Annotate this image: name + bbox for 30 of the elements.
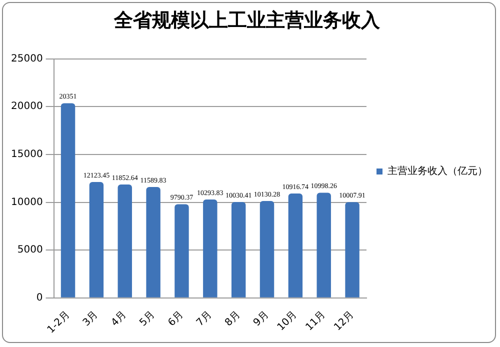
x-tick-label: 3月 [81,309,100,329]
x-tick-label: 8月 [223,309,243,329]
x-tick-label: 12月 [332,309,356,334]
legend-label: 主营业务收入（亿元） [388,165,488,178]
bar [89,182,104,298]
y-tick-label: 25000 [11,53,43,64]
x-tick-label: 1-2月 [46,309,72,336]
bar [231,202,246,298]
x-tick-label: 9月 [252,309,271,329]
x-tick-label: 6月 [166,309,186,329]
bar [288,193,303,298]
x-tick-label: 11月 [304,309,328,334]
bar [60,103,76,298]
y-tick-label: 0 [36,292,43,304]
bar [203,199,218,298]
y-tick-label: 20000 [11,101,43,112]
bar [146,187,160,298]
bar [174,204,189,298]
bar [345,202,360,298]
bar [316,192,331,298]
x-tick-label: 5月 [138,309,158,329]
x-tick-label: 7月 [194,309,214,329]
y-tick-label: 5000 [17,244,43,256]
bar [118,184,132,298]
y-tick-label: 15000 [11,149,43,160]
bar [260,201,274,298]
x-tick-label: 10月 [276,309,300,334]
y-tick-label: 10000 [11,196,43,208]
x-tick-label: 4月 [109,309,129,329]
chart-title: 全省规模以上工业主营业务收入 [113,9,381,32]
